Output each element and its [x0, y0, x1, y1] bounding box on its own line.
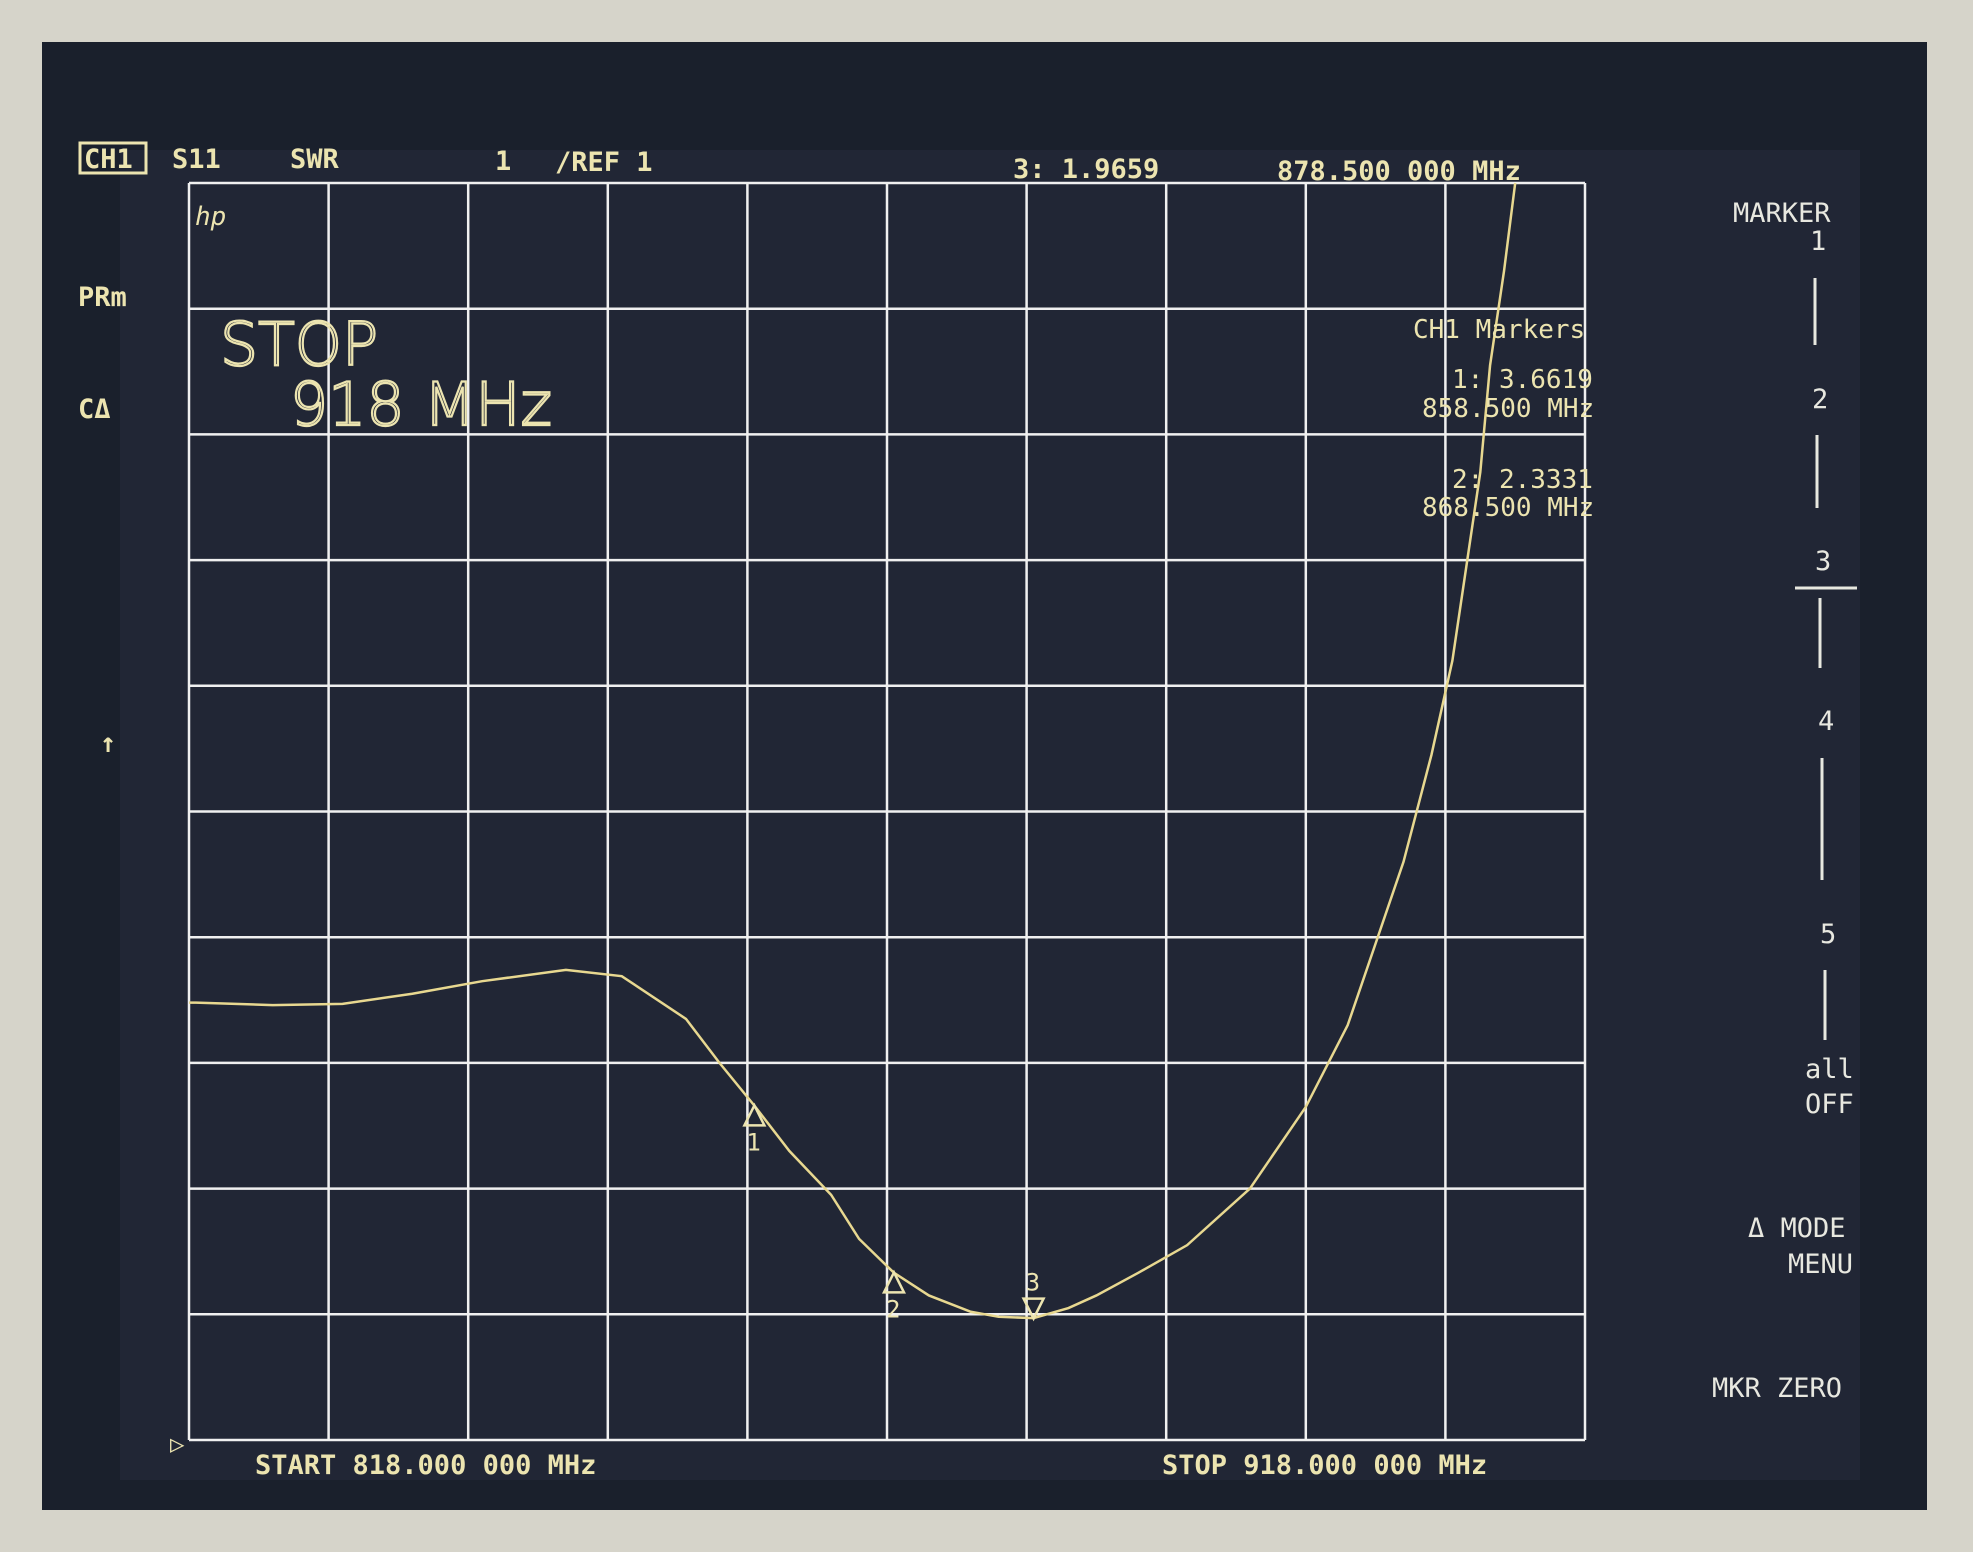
graticule — [187, 181, 1587, 1442]
start-frequency: START 818.000 000 MHz — [255, 1450, 596, 1481]
entry-display-line2: 918 MHz — [290, 370, 552, 440]
hp-logo: hp — [195, 202, 226, 232]
softkey-all-off[interactable]: all OFF — [1805, 1054, 1854, 1120]
softkey-mkr-zero[interactable]: MKR ZERO — [1712, 1373, 1842, 1404]
softkey-label: 1 — [1810, 226, 1826, 257]
annotation-prm: PRm — [78, 282, 127, 313]
marker-1-triangle[interactable] — [742, 1102, 767, 1127]
marker-2-frequency: 868.500 MHz — [1422, 493, 1594, 523]
softkey-label: MENU — [1788, 1249, 1853, 1280]
stop-frequency: STOP 918.000 000 MHz — [1162, 1450, 1487, 1481]
scale-label: 1 — [495, 146, 511, 177]
marker-3-label: 3 — [1026, 1269, 1040, 1297]
marker-2-triangle[interactable] — [881, 1269, 907, 1294]
screen-glow — [120, 150, 1860, 1480]
marker-3-triangle[interactable] — [1021, 1297, 1046, 1322]
softkey-marker-4[interactable]: 4 — [1818, 706, 1834, 880]
softkey-label: OFF — [1805, 1089, 1854, 1120]
marker-1-label: 1 — [746, 1128, 760, 1156]
softkey-marker-2[interactable]: 2 — [1812, 384, 1828, 508]
marker-2-label: 2 — [886, 1295, 900, 1323]
softkey-marker-5[interactable]: 5 — [1820, 919, 1836, 1040]
softkey-label: 4 — [1818, 706, 1834, 737]
softkey-label: 5 — [1820, 919, 1836, 950]
marker-2-value: 2: 2.3331 — [1452, 465, 1593, 495]
softkey-label: 3 — [1815, 546, 1831, 577]
softkey-label: Δ MODE — [1748, 1213, 1846, 1244]
marker-1-value: 1: 3.6619 — [1452, 365, 1593, 395]
reference-label: /REF 1 — [555, 147, 653, 178]
reference-position-icon: ▷ — [170, 1430, 185, 1458]
parameter-label: S11 — [172, 144, 221, 175]
active-marker-frequency: 878.500 000 MHz — [1277, 156, 1521, 187]
softkey-marker-3[interactable]: 3 — [1795, 546, 1857, 668]
channel-box[interactable] — [78, 141, 148, 175]
softkey-label: 2 — [1812, 384, 1828, 415]
softkey-marker-1[interactable]: 1 — [1810, 226, 1826, 345]
softkey-menu-title: MARKER — [1733, 198, 1831, 229]
annotation-correction-delta: CΔ — [78, 394, 111, 425]
softkey-label: all — [1805, 1054, 1854, 1085]
format-label: SWR — [290, 144, 340, 175]
trace-markers: 1 2 3 — [742, 1102, 1046, 1323]
marker-table-title: CH1 Markers — [1413, 315, 1585, 345]
channel-label: CH1 — [84, 144, 133, 175]
entry-display-line1: STOP — [220, 310, 378, 380]
swr-trace — [189, 182, 1517, 1320]
reference-arrow-icon: ↑ — [100, 728, 116, 759]
softkey-delta-mode-menu[interactable]: Δ MODE MENU — [1748, 1213, 1853, 1280]
active-marker-readout: 3: 1.9659 — [1013, 154, 1159, 185]
marker-1-frequency: 858.500 MHz — [1422, 394, 1594, 424]
